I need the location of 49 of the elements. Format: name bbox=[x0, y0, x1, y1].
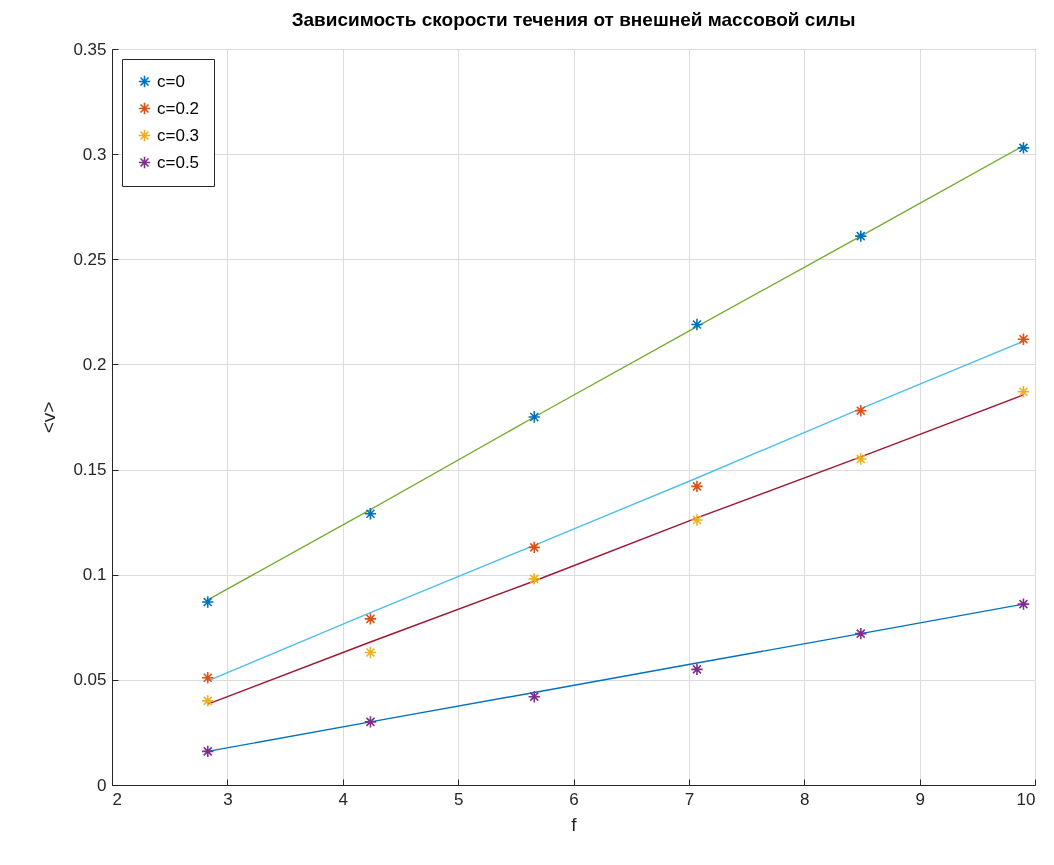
point bbox=[690, 317, 704, 331]
x-tick-label: 7 bbox=[684, 789, 695, 809]
point bbox=[201, 595, 215, 609]
point bbox=[201, 694, 215, 708]
y-axis-title: <v> bbox=[38, 401, 60, 434]
point bbox=[1016, 385, 1030, 399]
legend-label: c=0 bbox=[157, 71, 185, 91]
chart-title: Зависимость скорости течения от внешней массовой силы bbox=[291, 9, 856, 30]
y-tick-label: 0 bbox=[97, 775, 107, 795]
point bbox=[1016, 332, 1030, 346]
y-tick-label: 0.35 bbox=[73, 39, 107, 59]
y-tick-label: 0.1 bbox=[82, 565, 107, 585]
x-tick-label: 6 bbox=[569, 789, 579, 809]
y-tick-label: 0.05 bbox=[73, 670, 107, 690]
y-tick-label: 0.3 bbox=[82, 144, 107, 164]
legend-label: c=0.3 bbox=[157, 125, 200, 145]
x-axis-title: f bbox=[571, 813, 578, 835]
point bbox=[527, 410, 541, 424]
point bbox=[201, 744, 215, 758]
x-tick-label: 2 bbox=[112, 789, 122, 809]
point bbox=[690, 662, 704, 676]
x-tick-label: 5 bbox=[453, 789, 464, 809]
point bbox=[201, 671, 215, 685]
point bbox=[527, 572, 541, 586]
point bbox=[854, 627, 868, 641]
x-tick-label: 9 bbox=[915, 789, 925, 809]
point bbox=[1016, 141, 1030, 155]
point bbox=[854, 229, 868, 243]
point bbox=[363, 715, 377, 729]
point bbox=[527, 540, 541, 554]
x-tick-label: 3 bbox=[223, 789, 233, 809]
point bbox=[527, 690, 541, 704]
point bbox=[363, 507, 377, 521]
point bbox=[854, 404, 868, 418]
y-tick-label: 0.15 bbox=[73, 460, 107, 480]
x-tick-label: 8 bbox=[800, 789, 810, 809]
point bbox=[363, 646, 377, 660]
x-tick-label: 10 bbox=[1016, 789, 1036, 809]
y-tick-label: 0.25 bbox=[73, 249, 107, 269]
line-series bbox=[207, 145, 1025, 601]
point bbox=[363, 612, 377, 626]
y-tick-label: 0.2 bbox=[82, 354, 107, 374]
point bbox=[1016, 597, 1030, 611]
point bbox=[854, 452, 868, 466]
legend-label: c=0.5 bbox=[157, 152, 200, 172]
point bbox=[690, 479, 704, 493]
legend-label: c=0.2 bbox=[157, 98, 200, 118]
point bbox=[690, 513, 704, 527]
x-tick-label: 4 bbox=[338, 789, 348, 809]
